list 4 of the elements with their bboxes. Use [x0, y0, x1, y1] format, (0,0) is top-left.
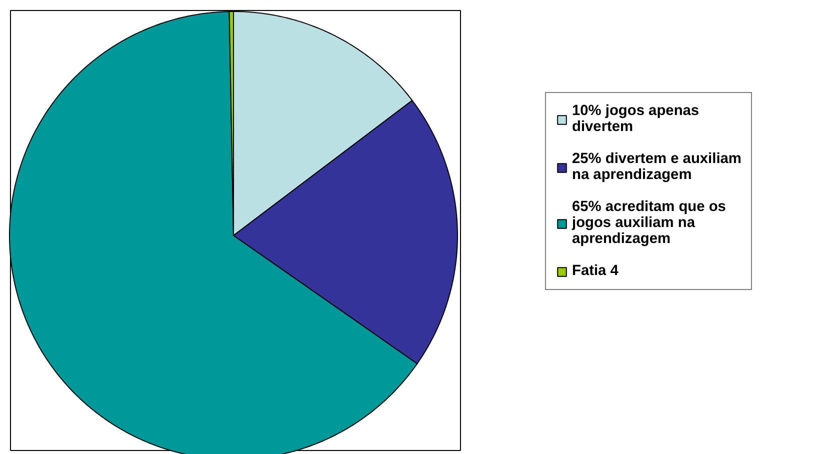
legend-label: 25% divertem e auxiliam na aprendizagem: [572, 151, 742, 183]
legend-label: 10% jogos apenas divertem: [572, 103, 700, 135]
legend-label: 65% acreditam que os jogos auxiliam na aprendizagem: [572, 199, 726, 247]
legend-label: Fatia 4: [572, 263, 618, 279]
